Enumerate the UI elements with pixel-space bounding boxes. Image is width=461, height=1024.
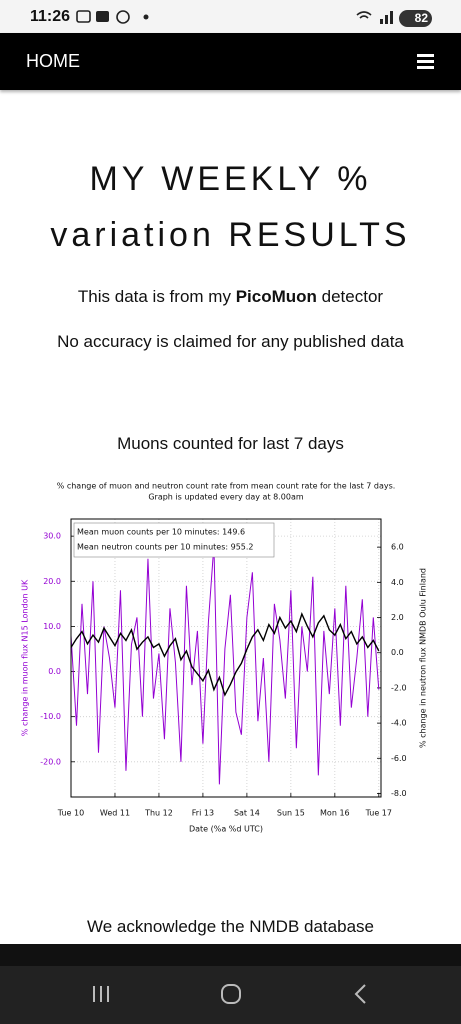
x-tick-label: Sat 14: [234, 809, 260, 818]
intro: This data is from my PicoMuon detector: [0, 287, 461, 307]
y2-tick-label: 0.0: [391, 648, 404, 657]
y-tick-label: 30.0: [43, 532, 61, 541]
chart-subtitle: Graph is updated every day at 8.00am: [148, 493, 304, 502]
plot-frame: [70, 518, 382, 798]
y2-tick-label: -8.0: [391, 789, 407, 798]
footer-band: [0, 944, 461, 966]
y2-tick-label: 4.0: [391, 578, 404, 587]
back-button[interactable]: [354, 984, 366, 1004]
y2-tick-label: -4.0: [391, 719, 407, 728]
x-tick-label: Sun 15: [277, 809, 305, 818]
home-button[interactable]: [221, 984, 241, 1004]
nav-home[interactable]: HOME: [26, 51, 80, 71]
y-axis-label: % change in muon flux N15 London UK: [21, 579, 30, 736]
disclaimer: No accuracy is claimed for any published…: [57, 332, 404, 351]
section-title: Muons counted for last 7 days: [117, 434, 344, 453]
signal-icons: [356, 11, 393, 24]
x-tick-label: Tue 10: [57, 809, 84, 818]
series-line: [70, 612, 380, 697]
x-tick-label: Tue 17: [365, 809, 392, 818]
recent-apps[interactable]: [93, 986, 109, 1002]
series-line: [70, 545, 380, 785]
status-bar: 11:26 82: [0, 0, 461, 33]
annotation-box: [73, 522, 275, 558]
x-tick-label: Fri 13: [192, 809, 214, 818]
intro-text: This data is from my: [77, 287, 231, 306]
page-title-line1: MY WEEKLY %: [89, 160, 372, 198]
x-tick-label: Thu 12: [144, 809, 173, 818]
x-tick-label: Mon 16: [320, 809, 350, 818]
battery: 82: [399, 10, 432, 27]
chart: % change of muon and neutron count rate …: [15, 472, 443, 842]
x-axis-label: Date (%a %d UTC): [189, 825, 263, 834]
menu-button[interactable]: [417, 53, 435, 69]
system-nav-icons: [93, 984, 366, 1004]
brand: PicoMuon: [235, 287, 317, 306]
y-tick-label: -20.0: [40, 757, 61, 766]
intro-text: detector: [321, 287, 384, 306]
y-tick-label: 20.0: [43, 577, 61, 586]
y2-tick-label: 6.0: [391, 543, 404, 552]
annotation: Mean neutron counts per 10 minutes: 955.…: [77, 543, 254, 552]
y2-tick-label: 2.0: [391, 613, 404, 622]
page-title-line2: variation RESULTS: [50, 216, 411, 254]
nav-bar: HOME: [0, 33, 461, 90]
y2-tick-label: -6.0: [391, 754, 407, 763]
y-tick-label: 0.0: [48, 667, 61, 676]
y-tick-label: -10.0: [40, 712, 61, 721]
system-nav: [0, 966, 461, 1024]
chart-title: % change of muon and neutron count rate …: [57, 482, 396, 491]
y2-tick-label: -2.0: [391, 683, 407, 692]
clock: 11:26: [30, 8, 71, 25]
x-tick-label: Wed 11: [100, 809, 130, 818]
annotation: Mean muon counts per 10 minutes: 149.6: [77, 528, 245, 537]
footer-text: We acknowledge the NMDB database: [87, 917, 374, 936]
y2-axis-label: % change in neutron flux NMDB Oulu Finla…: [419, 568, 428, 748]
y-tick-label: 10.0: [43, 622, 61, 631]
notification-icons: [76, 10, 149, 24]
